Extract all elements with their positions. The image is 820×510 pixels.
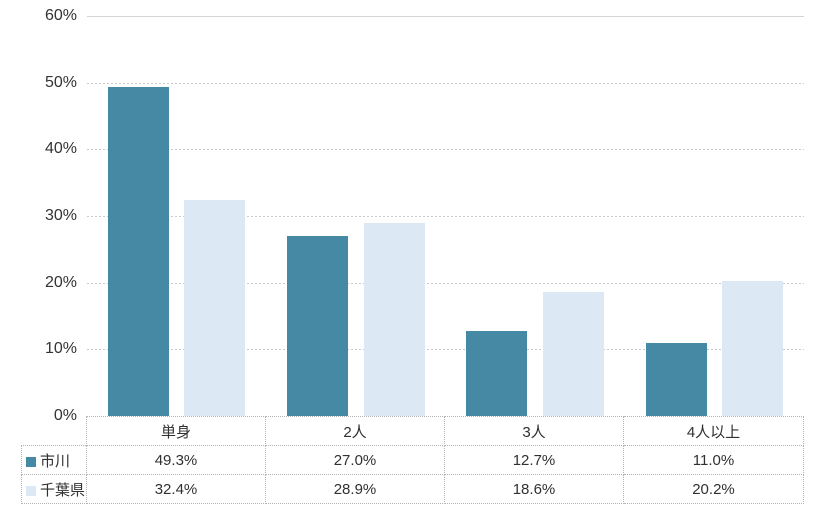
data-table: 単身 2人 3人 4人以上 市川 49.3% 27.0% 12.7% 11.0% 千葉県 32.4%…: [21, 416, 804, 504]
value-cell-series1-category0: 32.4%: [86, 474, 266, 504]
y-axis-tick-label-40pct: 40%: [44, 140, 77, 158]
bar-series0-category3: [645, 342, 707, 416]
gridline-40pct: [87, 149, 804, 151]
y-axis-tick-label-30pct: 30%: [44, 207, 77, 224]
category-header-1: 2人: [265, 416, 445, 446]
y-axis-tick-label-0pct: 0%: [53, 407, 77, 424]
bar-series1-category0: [184, 200, 246, 416]
bar-series1-category3: [722, 281, 784, 416]
legend-cell-series1: 千葉県: [21, 474, 87, 504]
category-header-2: 3人: [444, 416, 624, 446]
y-axis-tick-label-20pct: 20%: [44, 273, 77, 291]
table-row-series0: 市川 49.3% 27.0% 12.7% 11.0%: [21, 445, 804, 475]
table-header-row: 単身 2人 3人 4人以上: [22, 416, 804, 446]
value-cell-series1-category1: 28.9%: [265, 474, 445, 504]
value-cell-series1-category3: 20.2%: [623, 474, 804, 504]
gridline-30pct: [87, 216, 804, 217]
legend-cell-series0: 市川: [21, 445, 87, 475]
table-row-series1: 千葉県 32.4% 28.9% 18.6% 20.2%: [21, 474, 804, 504]
legend-label: 市川: [40, 452, 71, 470]
bar-series0-category2: [466, 331, 528, 416]
gridline-20pct: [87, 282, 804, 284]
value-cell-series0-category3: 11.0%: [623, 445, 804, 475]
gridline-50pct: [87, 82, 804, 84]
legend-swatch-icon: [26, 456, 36, 467]
y-axis-tick-label-10pct: 10%: [44, 340, 77, 358]
table-corner-cell: [22, 417, 87, 446]
bar-series1-category1: [363, 223, 425, 416]
legend-swatch-icon: [26, 485, 36, 496]
category-header-3: 4人以上: [623, 416, 804, 446]
y-axis-tick-label-60pct: 60%: [44, 7, 77, 24]
gridline-10pct: [87, 349, 804, 351]
value-cell-series1-category2: 18.6%: [444, 474, 624, 504]
legend-label: 千葉県: [40, 481, 86, 499]
bar-series0-category0: [107, 87, 169, 416]
bar-series0-category1: [287, 236, 349, 416]
y-axis-tick-label-50pct: 50%: [44, 73, 77, 91]
bar-series1-category2: [542, 292, 604, 416]
value-cell-series0-category1: 27.0%: [265, 445, 445, 475]
value-cell-series0-category2: 12.7%: [444, 445, 624, 475]
category-header-0: 単身: [86, 416, 266, 446]
value-cell-series0-category0: 49.3%: [86, 445, 266, 475]
gridline-60pct: [87, 16, 804, 17]
